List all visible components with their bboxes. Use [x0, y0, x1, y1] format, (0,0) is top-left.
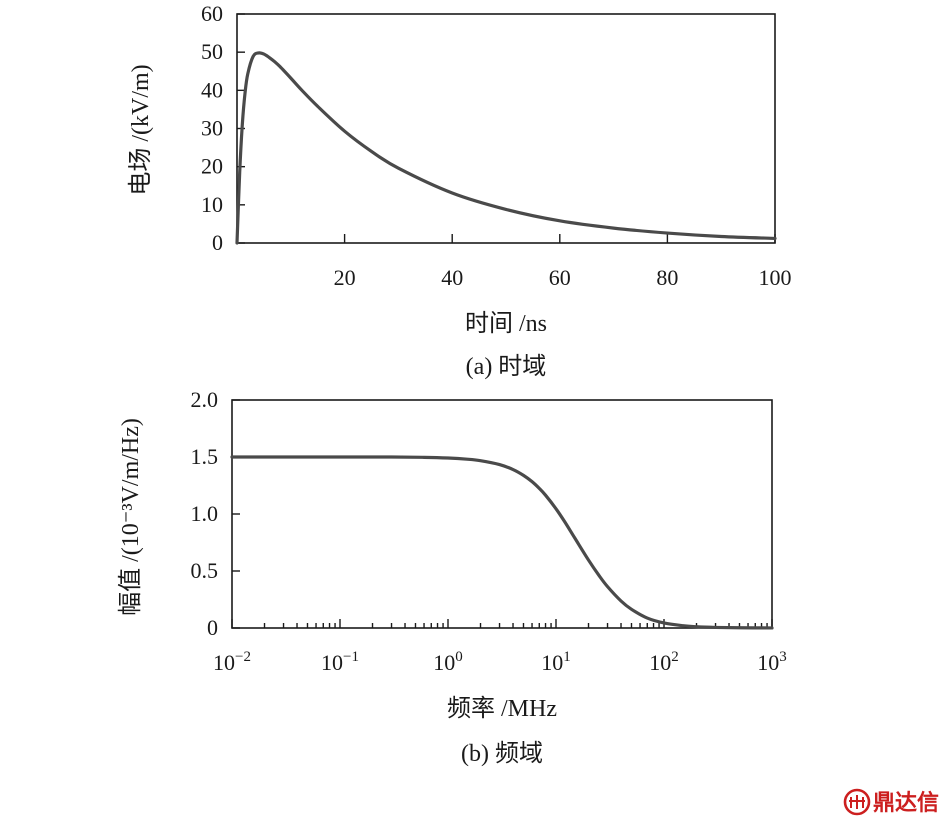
watermark-text: 鼎达信: [873, 790, 939, 816]
frequency-domain-caption: (b) 频域: [461, 740, 543, 767]
x-tick-label: 101: [541, 649, 571, 675]
x-tick-label: 40: [441, 265, 463, 290]
x-tick-label: 10−1: [321, 649, 359, 675]
x-tick-label: 100: [759, 265, 792, 290]
y-tick-label: 10: [201, 192, 223, 217]
freq-y-axis-title: 幅值 /(10⁻³V/m/Hz): [117, 418, 144, 616]
time-tick-labels: 0 10 20 30 40 50 60 20 40 60 80 100: [201, 1, 792, 290]
y-tick-label: 50: [201, 39, 223, 64]
x-tick-label: 103: [757, 649, 787, 675]
y-tick-label: 20: [201, 154, 223, 179]
freq-tick-labels: 0 0.5 1.0 1.5 2.0 10−2 10−1 100 101 102 103: [191, 387, 787, 675]
x-tick-label: 10−2: [213, 649, 251, 675]
freq-plot-frame: [231, 399, 773, 629]
y-tick-label: 2.0: [191, 387, 219, 412]
y-tick-label: 0: [212, 230, 223, 255]
watermark-logo: 鼎达信: [843, 788, 939, 816]
time-domain-curve: [235, 51, 777, 245]
y-tick-label: 1.0: [191, 501, 219, 526]
y-tick-label: 60: [201, 1, 223, 26]
freq-ticks: [231, 399, 773, 629]
frequency-domain-curve: [230, 455, 774, 630]
frequency-domain-chart: 0 0.5 1.0 1.5 2.0 10−2 10−1 100 101 102 103 频率 /MH…: [117, 387, 787, 767]
watermark-mark-icon: [843, 788, 871, 816]
freq-x-axis-title: 频率 /MHz: [447, 695, 557, 722]
x-tick-label: 60: [549, 265, 571, 290]
y-tick-label: 1.5: [191, 444, 219, 469]
x-tick-label: 80: [656, 265, 678, 290]
y-tick-label: 30: [201, 116, 223, 141]
time-domain-caption: (a) 时域: [466, 353, 547, 380]
y-tick-label: 0: [207, 615, 218, 640]
x-tick-label: 102: [649, 649, 679, 675]
time-x-axis-title: 时间 /ns: [465, 310, 547, 337]
time-domain-chart: 0 10 20 30 40 50 60 20 40 60 80 100 时间 /ns 电场 /(kV/…: [127, 1, 792, 380]
x-tick-label: 20: [334, 265, 356, 290]
y-tick-label: 0.5: [191, 558, 219, 583]
x-tick-label: 100: [433, 649, 463, 675]
y-tick-label: 40: [201, 77, 223, 102]
time-y-axis-title: 电场 /(kV/m): [127, 64, 154, 195]
